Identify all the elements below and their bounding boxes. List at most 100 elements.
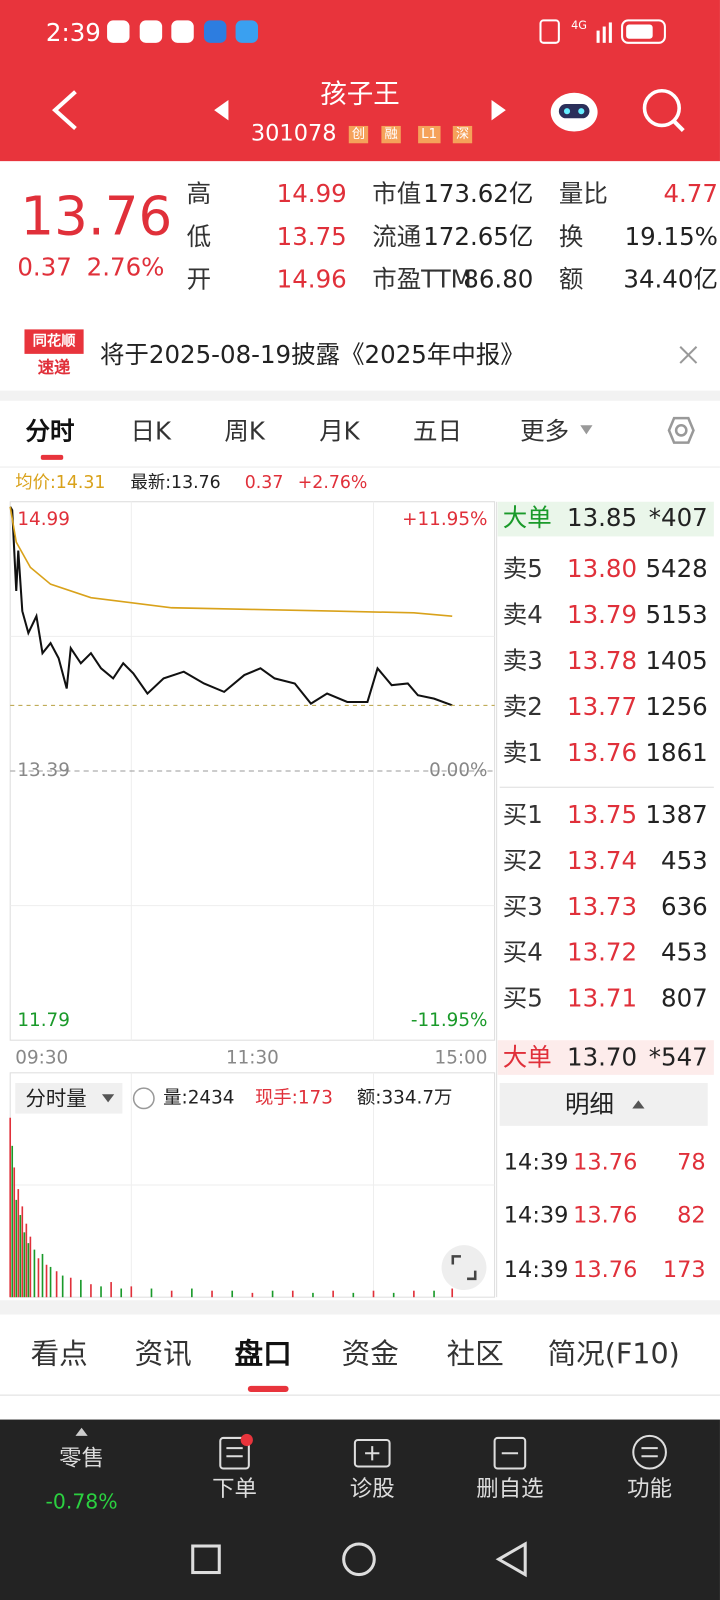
bottom-tab[interactable]: 简况(F10) [547, 1336, 680, 1371]
big-buy-bg [497, 1040, 714, 1075]
ask-label: 卖5 [502, 554, 543, 584]
stock-tag: 深 [452, 125, 473, 144]
bid-label: 买2 [502, 846, 543, 875]
volume-bar [100, 1286, 102, 1298]
ask-price: 13.76 [567, 738, 638, 767]
stat-value: 14.99 [276, 179, 347, 209]
ask-price: 13.77 [567, 692, 638, 721]
logo-text: 速递 [37, 357, 71, 378]
logo-top [24, 329, 84, 354]
search-icon[interactable] [642, 88, 685, 132]
volume-bar [413, 1290, 415, 1298]
big-buy-price: 13.70 [567, 1043, 638, 1072]
bottom-tab[interactable]: 盘口 [234, 1336, 292, 1371]
chart-tab[interactable]: 五日 [413, 417, 462, 446]
chart-info: +2.76% [297, 472, 368, 494]
stat-label: 高 [186, 179, 212, 209]
bid-label: 买4 [502, 938, 543, 967]
nav-label[interactable]: 下单 [212, 1476, 257, 1503]
y-tick-label: 14.99 [17, 508, 70, 531]
big-sell-bg [497, 501, 714, 537]
ask-volume: 1405 [645, 646, 708, 676]
ask-volume: 1861 [645, 738, 708, 767]
ask-price: 13.80 [567, 554, 638, 584]
last-price: 13.76 [20, 186, 173, 248]
volume-bar [80, 1279, 82, 1298]
status-time: 2:39 [45, 18, 101, 47]
trade-time: 14:39 [503, 1257, 569, 1283]
trade-price: 13.76 [573, 1203, 638, 1229]
bottom-tab[interactable]: 资讯 [134, 1336, 192, 1371]
volume-bar [251, 1292, 254, 1298]
expand-icon[interactable] [441, 1245, 487, 1291]
settings-icon[interactable] [667, 416, 695, 444]
price-line [9, 506, 453, 617]
pct-label: -11.95% [410, 1009, 488, 1032]
nav-label[interactable]: 零售 [59, 1446, 105, 1472]
nav-label[interactable]: 诊股 [349, 1476, 395, 1503]
volume-bar [130, 1286, 133, 1298]
system-nav[interactable] [191, 1541, 527, 1578]
stock-tag: 融 [381, 125, 401, 144]
volume-bar [392, 1292, 395, 1298]
detail-header[interactable]: 明细 [564, 1090, 614, 1119]
trade-volume: 82 [677, 1203, 706, 1229]
prev-stock[interactable] [214, 99, 229, 121]
nav-label[interactable]: 功能 [627, 1476, 673, 1503]
notice-text: 将于2025-08-19披露《2025年中报》 [99, 340, 525, 370]
nav-label[interactable]: 删自选 [476, 1476, 544, 1503]
volume-bar [231, 1290, 234, 1298]
separator [0, 390, 720, 401]
next-stock[interactable] [491, 99, 506, 121]
volume-bar [372, 1290, 375, 1298]
volume-selector[interactable] [15, 1083, 123, 1114]
volume-bar [120, 1288, 123, 1298]
stat-label: 量比 [558, 179, 608, 209]
stat-value: 13.75 [276, 222, 347, 251]
pct-label: 0.00% [429, 759, 488, 782]
volume-bar [41, 1253, 44, 1298]
stat-label: 市值 [372, 179, 422, 209]
bid-volume: 1387 [645, 800, 708, 830]
ask-volume: 5428 [645, 554, 708, 584]
ask-price: 13.79 [567, 600, 638, 630]
assistant-icon[interactable] [550, 92, 598, 132]
chart-tab[interactable]: 日K [130, 417, 172, 446]
ask-label: 卖2 [502, 692, 543, 721]
volume-bar [271, 1290, 274, 1298]
ask-volume: 1256 [645, 692, 708, 721]
stat-label: 开 [186, 265, 212, 294]
volume-bar [211, 1290, 213, 1298]
close-notice[interactable] [679, 346, 698, 364]
ask-label: 卖4 [502, 600, 543, 630]
trade-price: 13.76 [573, 1150, 638, 1176]
bottom-tab[interactable]: 看点 [30, 1336, 88, 1371]
ask-volume: 5153 [645, 600, 708, 630]
stat-value: 86.80 [463, 265, 534, 294]
volume-bar [15, 1199, 18, 1298]
chart-tab[interactable]: 更多 [520, 417, 570, 446]
chart-tab[interactable]: 周K [224, 417, 265, 446]
stat-value: 19.15% [624, 222, 718, 251]
chart-tab[interactable]: 分时 [25, 417, 75, 446]
change: 0.37 [17, 252, 72, 282]
stat-label: 额 [558, 265, 584, 294]
volume-bar [45, 1264, 48, 1298]
chart-info: 最新:13.76 [130, 472, 221, 494]
volume-label[interactable]: 分时量 [25, 1086, 87, 1111]
help-icon[interactable] [132, 1087, 155, 1110]
back-button[interactable] [52, 90, 77, 131]
ask-price: 13.78 [567, 646, 638, 676]
trade-time: 14:39 [503, 1203, 569, 1229]
ask-label: 卖3 [502, 646, 543, 676]
trade-time: 14:39 [503, 1150, 569, 1176]
big-buy-label: 大单 [502, 1043, 552, 1072]
chart-tab[interactable]: 月K [319, 417, 360, 446]
detail-bg[interactable] [499, 1083, 708, 1126]
volume-bar [110, 1282, 112, 1298]
bid-price: 13.71 [567, 984, 638, 1013]
network: 4G [571, 18, 587, 33]
bottom-tab[interactable]: 资金 [341, 1336, 399, 1371]
stock-code: 301078 [250, 121, 337, 147]
bottom-tab[interactable]: 社区 [446, 1336, 504, 1371]
